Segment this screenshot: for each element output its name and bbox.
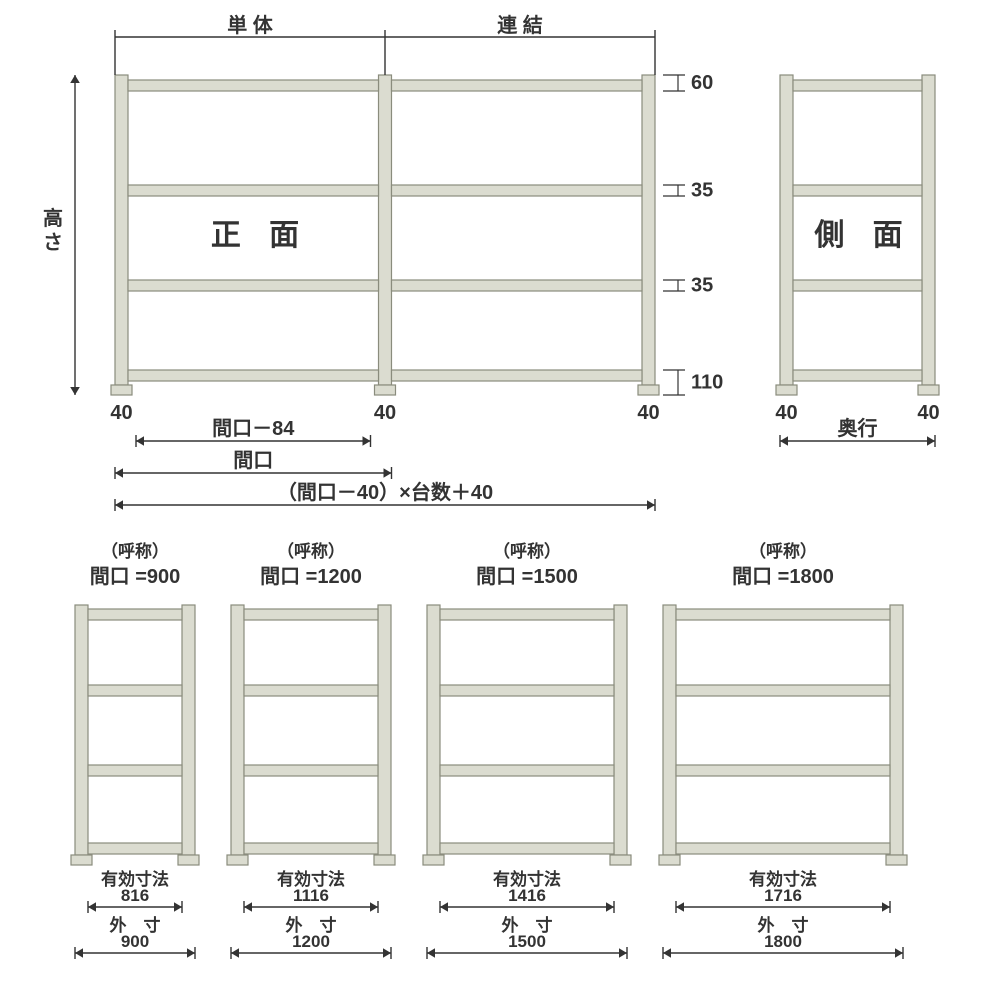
dim-label: 1116	[293, 886, 329, 905]
post-40-side: 40	[917, 402, 939, 424]
post-40-side: 40	[775, 402, 797, 424]
dim-label: 900	[121, 932, 149, 951]
nominal-hdr: （呼称）	[101, 541, 169, 561]
dim-label: 1200	[292, 932, 330, 951]
nominal-value: 間口 =1800	[732, 565, 834, 588]
diagram-canvas: 単 体 連 結正 面 高さ 60 35 35 110 40 40 40 間口－84 間口（間口－40）…	[0, 0, 1000, 1000]
post-40: 40	[374, 402, 396, 424]
dim-label: 奥行	[838, 416, 878, 440]
front-label: 正 面	[211, 219, 309, 252]
nominal-hdr: （呼称）	[493, 541, 561, 561]
dim-label: （間口－40）×台数＋40	[277, 480, 493, 504]
nominal-value: 間口 =1500	[476, 565, 578, 588]
post-40: 40	[110, 402, 132, 424]
nominal-value: 間口 =1200	[260, 565, 362, 588]
post-40: 40	[637, 402, 659, 424]
dim-small: 110	[691, 372, 723, 394]
dim-label: 間口－84	[212, 417, 295, 440]
connect-label: 連 結	[497, 13, 543, 37]
dim-small: 35	[691, 275, 713, 297]
dim-small: 35	[691, 180, 713, 202]
nominal-hdr: （呼称）	[277, 541, 345, 561]
dim-label: 1800	[764, 932, 802, 951]
nominal-value: 間口 =900	[90, 565, 181, 588]
height-label: さ	[43, 231, 63, 254]
single-label: 単 体	[227, 13, 274, 37]
dim-label: 816	[121, 886, 149, 905]
dim-label: 間口	[233, 449, 273, 472]
dim-label: 1716	[764, 886, 802, 905]
height-label: 高	[43, 206, 63, 230]
nominal-hdr: （呼称）	[749, 541, 817, 561]
side-label: 側 面	[813, 219, 912, 252]
dim-label: 1500	[508, 932, 546, 951]
dim-small: 60	[691, 72, 713, 94]
dim-label: 1416	[508, 886, 546, 905]
